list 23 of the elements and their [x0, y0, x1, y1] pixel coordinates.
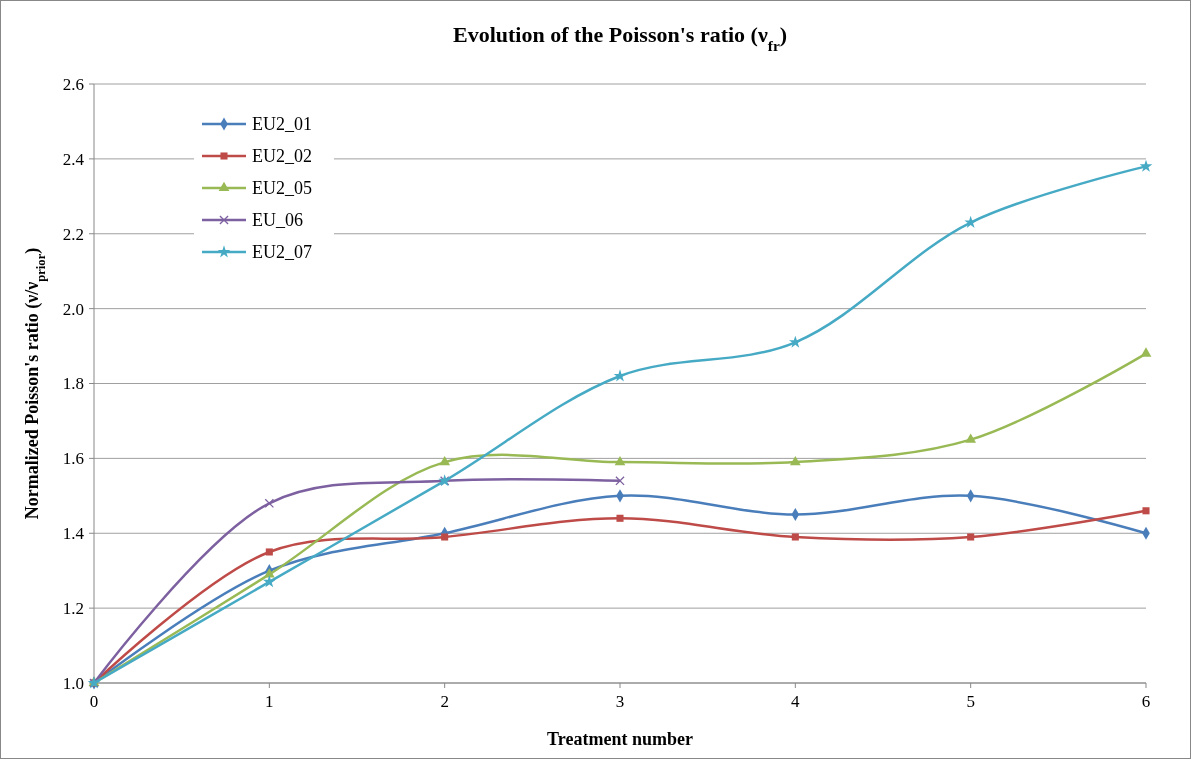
x-tick-label: 1 [265, 692, 274, 711]
x-tick-label: 5 [966, 692, 975, 711]
legend-label: EU2_05 [252, 178, 312, 199]
legend-label: EU2_02 [252, 146, 312, 167]
y-tick-label: 2.0 [62, 299, 84, 319]
y-tick-label: 2.6 [62, 74, 84, 94]
legend-label: EU2_07 [252, 242, 312, 263]
y-tick-label: 1.6 [62, 449, 84, 469]
legend-label: EU_06 [252, 210, 303, 231]
x-tick-label: 2 [440, 692, 449, 711]
y-tick-label: 1.2 [62, 599, 84, 619]
x-axis-title: Treatment number [547, 729, 693, 749]
legend-label: EU2_01 [252, 114, 312, 135]
y-tick-label: 1.4 [62, 524, 85, 544]
x-tick-label: 0 [89, 692, 99, 711]
chart-title: Evolution of the Poisson's ratio (ν$_{fr}$) [452, 22, 788, 54]
y-tick-label: 2.4 [62, 149, 85, 169]
y-tick-label: 2.2 [62, 224, 84, 244]
x-tick-label: 4 [791, 692, 801, 711]
x-tick-label: 3 [615, 692, 625, 711]
x-tick-label: 6 [1141, 692, 1151, 711]
y-tick-label: 1.8 [62, 374, 84, 394]
y-tick-label: 1.0 [62, 673, 84, 693]
